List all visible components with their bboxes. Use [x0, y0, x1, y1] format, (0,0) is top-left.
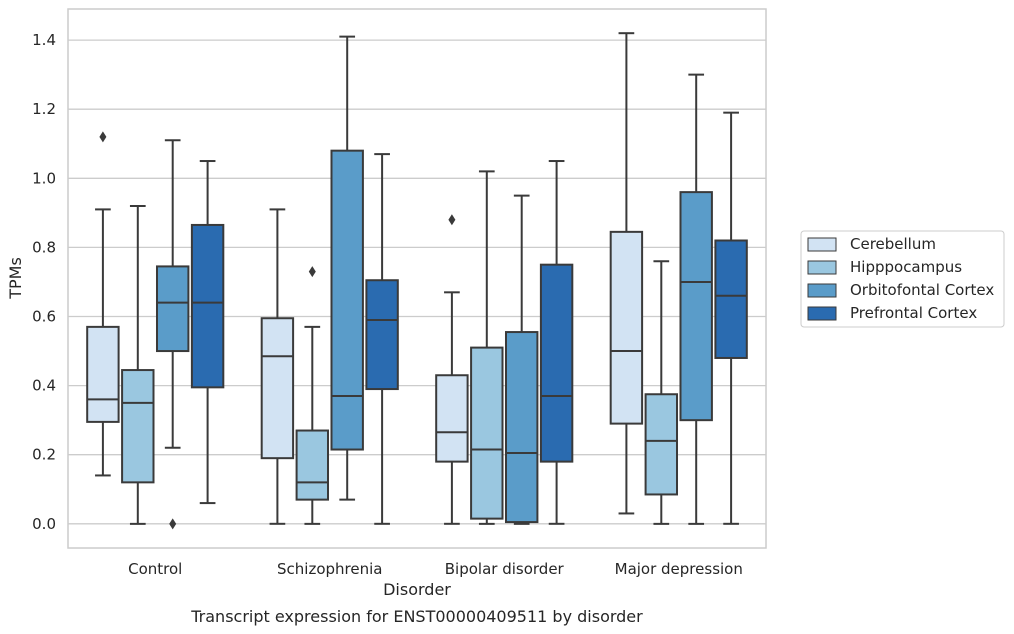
- outlier-point: [308, 266, 316, 278]
- box-iqr: [86, 325, 120, 423]
- box-orbitofontal-cortex: [155, 139, 190, 530]
- legend-swatch: [807, 260, 837, 275]
- legend-label: Prefrontal Cortex: [850, 304, 977, 322]
- outlier-point: [169, 518, 177, 530]
- x-tick-label: Major depression: [615, 560, 743, 578]
- box-orbitofontal-cortex: [679, 73, 713, 525]
- legend-swatch: [807, 237, 837, 252]
- y-tick-label: 0.4: [32, 377, 56, 395]
- box-iqr: [714, 239, 748, 359]
- y-tick-label: 1.4: [32, 31, 56, 49]
- box-prefrontal-cortex: [539, 160, 574, 525]
- x-axis-title: Disorder: [383, 580, 451, 599]
- box-prefrontal-cortex: [714, 111, 748, 525]
- x-tick-label: Schizophrenia: [277, 560, 382, 578]
- box-iqr: [155, 265, 190, 353]
- box-cerebellum: [609, 32, 644, 515]
- box-iqr: [504, 331, 539, 524]
- y-tick-label: 0.2: [32, 446, 56, 464]
- outlier-point: [99, 131, 107, 143]
- box-hipppocampus: [295, 266, 330, 525]
- legend-label: Orbitofontal Cortex: [850, 281, 994, 299]
- box-iqr: [609, 230, 644, 425]
- y-tick-label: 1.0: [32, 169, 56, 187]
- box-cerebellum: [260, 208, 295, 525]
- box-iqr: [679, 191, 713, 422]
- outlier-point: [448, 214, 456, 226]
- x-tick-label: Bipolar disorder: [445, 560, 565, 578]
- box-hipppocampus: [121, 204, 155, 525]
- box-iqr: [644, 393, 679, 496]
- box-iqr: [295, 429, 330, 501]
- legend-label: Cerebellum: [850, 235, 936, 253]
- box-orbitofontal-cortex: [504, 194, 539, 525]
- box-iqr: [260, 317, 295, 460]
- box-prefrontal-cortex: [190, 160, 225, 505]
- legend-swatch: [807, 283, 837, 298]
- box-iqr: [435, 374, 469, 463]
- y-tick-label: 1.2: [32, 100, 56, 118]
- chart-title: Transcript expression for ENST0000040951…: [190, 607, 643, 626]
- box-iqr: [470, 346, 504, 520]
- y-axis-title: TPMs: [6, 257, 25, 300]
- box-prefrontal-cortex: [365, 153, 399, 525]
- box-cerebellum: [435, 214, 469, 525]
- box-hipppocampus: [644, 260, 679, 525]
- legend-frame: [800, 230, 1005, 328]
- legend: Cerebellum Hipppocampus Orbitofontal Corte…: [800, 230, 1005, 328]
- y-tick-label: 0.0: [32, 515, 56, 533]
- box-iqr: [539, 263, 574, 463]
- plot-frame: [67, 8, 767, 549]
- x-tick-labels: Control Schizophrenia Bipolar disorder Majo…: [128, 560, 743, 578]
- boxes: [86, 32, 748, 530]
- y-tick-label: 0.8: [32, 238, 56, 256]
- box-hipppocampus: [470, 170, 504, 525]
- box-iqr: [330, 149, 364, 451]
- box-cerebellum: [86, 131, 120, 477]
- y-tick-label: 0.6: [32, 308, 56, 326]
- y-tick-labels: 0.0 0.2 0.4 0.6 0.8 1.0 1.2 1.4: [32, 31, 56, 533]
- box-iqr: [190, 223, 225, 389]
- x-tick-label: Control: [128, 560, 182, 578]
- box-iqr: [365, 279, 399, 391]
- legend-swatch: [807, 306, 837, 321]
- box-iqr: [121, 369, 155, 484]
- legend-label: Hipppocampus: [850, 258, 962, 276]
- box-orbitofontal-cortex: [330, 35, 364, 501]
